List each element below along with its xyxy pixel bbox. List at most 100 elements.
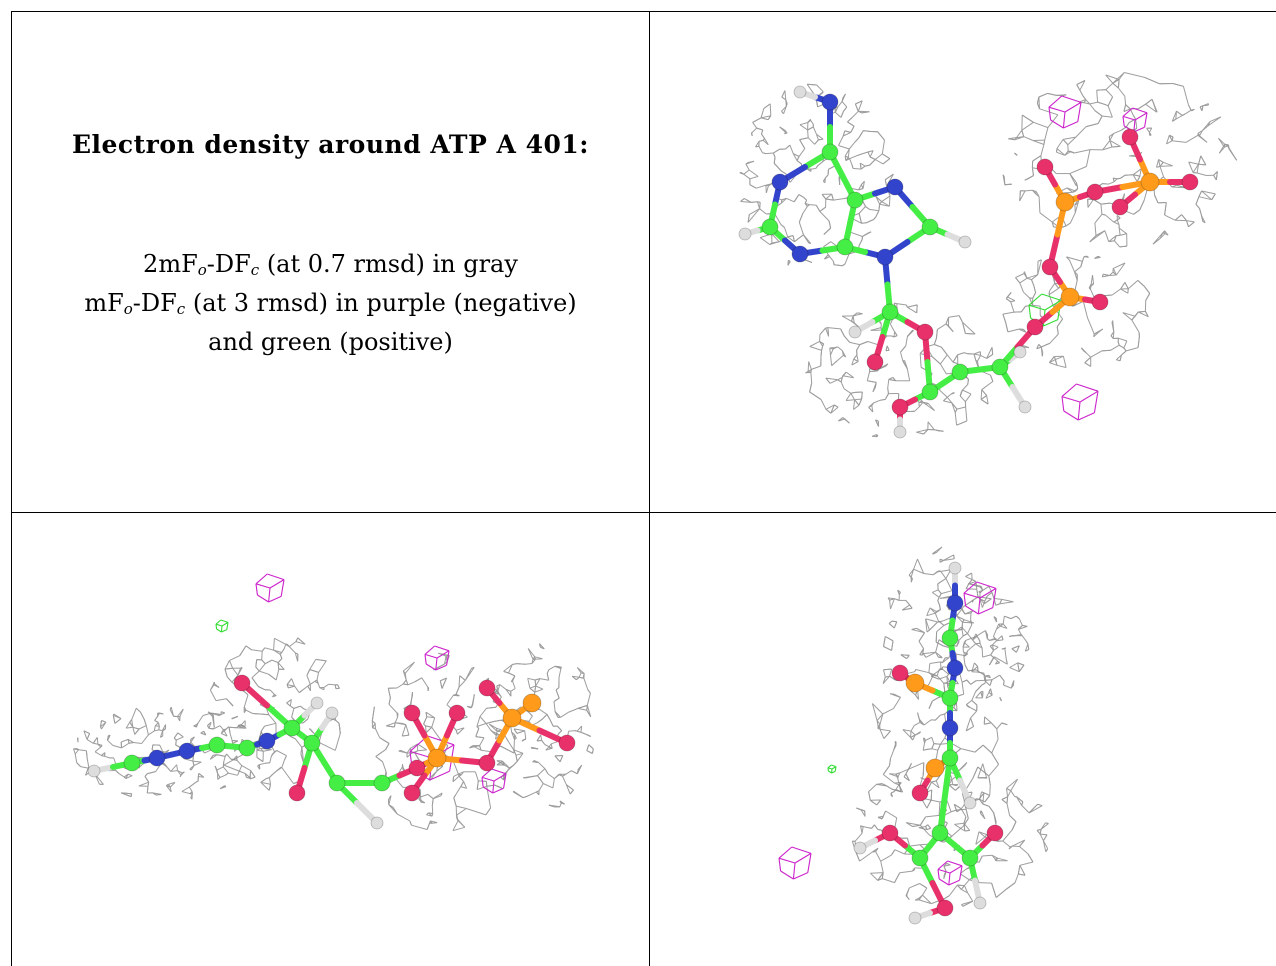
mesh-2fofc-adenine	[739, 83, 894, 267]
figure-grid-frame	[11, 11, 1276, 966]
atp-bottom-left-atom-carbon	[373, 774, 391, 792]
atp-bottom-left-atom-carbon	[208, 736, 226, 754]
atp-top-right-atom-oxygen	[1091, 293, 1109, 311]
atp-bottom-right-atom-hydrogen	[908, 911, 922, 925]
atp-bottom-left-atom-hydrogen	[87, 764, 101, 778]
legend-line-2fofc-sub-c: c	[250, 261, 260, 279]
atp-bottom-right-atom-hydrogen	[973, 896, 987, 910]
atp-bottom-left-atom-hydrogen	[325, 706, 339, 720]
atp-bottom-right-atom-nitrogen	[946, 659, 964, 677]
atp-top-right-atom-nitrogen	[821, 93, 839, 111]
mesh-negative-blob	[1122, 107, 1148, 133]
atp-top-right-atom-hydrogen	[848, 325, 862, 339]
atp-bottom-right-atom-phosphorus	[905, 673, 925, 693]
atp-top-right-atom-carbon	[821, 143, 839, 161]
atp-bottom-right-atom-oxygen	[936, 899, 954, 917]
mesh-2fofc-phosphate-b	[1002, 72, 1238, 248]
atp-bottom-left-atom-carbon	[238, 739, 256, 757]
legend-line-2fofc-b: -DF	[206, 250, 251, 278]
grid-divider-horizontal	[11, 512, 1276, 513]
atp-bottom-left-atom-phosphorus	[522, 693, 542, 713]
legend-line-2fofc-a: 2mF	[143, 250, 198, 278]
density-render-bottom-left	[73, 573, 594, 832]
atp-bottom-left-atom-nitrogen	[148, 749, 166, 767]
legend-line-fofc-a: mF	[84, 289, 124, 317]
legend-line-fofc: mFo-DFc (at 3 rmsd) in purple (negative)	[12, 284, 649, 323]
atp-top-right-atom-phosphorus	[1055, 192, 1075, 212]
atp-top-right-atom-oxygen	[1036, 158, 1054, 176]
atp-top-right-atom-oxygen	[891, 398, 909, 416]
atp-bottom-right-atom-oxygen	[881, 824, 899, 842]
atp-top-right-atom-hydrogen	[893, 425, 907, 439]
atp-bottom-left-atom-oxygen	[233, 674, 251, 692]
mesh-negative-blob	[963, 581, 997, 615]
legend-line-positive: and green (positive)	[208, 328, 453, 356]
atp-bottom-right-atom-hydrogen	[853, 841, 867, 855]
legend-line-fofc-sub-o: o	[123, 300, 133, 318]
atp-top-right-atom-nitrogen	[886, 178, 904, 196]
mesh-negative-blob	[937, 860, 963, 886]
atp-top-right-atom-hydrogen	[1018, 400, 1032, 414]
legend-line-fofc-sub-c: c	[176, 300, 186, 318]
atp-top-right-atom-carbon	[846, 191, 864, 209]
density-view-bottom-right	[650, 513, 1276, 966]
atp-top-right-atom-oxygen	[1026, 318, 1044, 336]
atp-bottom-left-atom-oxygen	[478, 679, 496, 697]
mesh-negative-blob	[424, 645, 450, 671]
atp-bottom-left-atom-nitrogen	[178, 742, 196, 760]
atp-top-right-atoms	[738, 85, 1199, 439]
atp-bottom-left-atom-oxygen	[403, 784, 421, 802]
atp-top-right-atom-phosphorus	[1060, 287, 1080, 307]
atp-bottom-right-atom-nitrogen	[946, 594, 964, 612]
figure-title: Electron density around ATP A 401:	[71, 130, 590, 159]
density-view-bottom-left	[12, 513, 649, 966]
atp-bottom-left-atom-oxygen	[478, 754, 496, 772]
mesh-negative-blob	[1061, 383, 1099, 421]
density-view-top-right	[650, 12, 1276, 512]
atp-bottom-right-atom-carbon	[931, 824, 949, 842]
atp-bottom-right-atom-oxygen	[986, 824, 1004, 842]
atp-bottom-right-atom-oxygen	[911, 784, 929, 802]
grid-divider-vertical	[649, 11, 650, 966]
atp-bottom-right-bonds	[857, 565, 998, 921]
atp-bottom-right-atom-phosphorus	[925, 758, 945, 778]
atp-bottom-right-atom-carbon	[941, 749, 959, 767]
atp-bottom-left-atom-phosphorus	[502, 708, 522, 728]
legend-line-2fofc-c: (at 0.7 rmsd) in gray	[259, 250, 518, 278]
legend-line-fofc-b: -DF	[132, 289, 177, 317]
atp-bottom-left-atom-phosphorus	[427, 748, 447, 768]
density-render-top-right	[738, 72, 1238, 439]
atp-bottom-left-atom-oxygen	[448, 704, 466, 722]
atp-bottom-right-atom-oxygen	[891, 664, 909, 682]
mesh-negative-blob	[1048, 95, 1082, 129]
mesh-negative-blob	[255, 573, 285, 603]
atp-bottom-left-atom-carbon	[328, 774, 346, 792]
atp-top-right-atom-phosphorus	[1140, 172, 1160, 192]
atp-top-right-atom-carbon	[991, 358, 1009, 376]
atp-bottom-left-atoms	[87, 674, 576, 830]
atp-bottom-left-atom-oxygen	[288, 784, 306, 802]
density-render-bottom-right	[778, 546, 1049, 925]
atp-top-right-atom-carbon	[921, 383, 939, 401]
legend-text: 2mFo-DFc (at 0.7 rmsd) in gray mFo-DFc (…	[12, 245, 649, 362]
atp-top-right-atom-hydrogen	[793, 85, 807, 99]
mesh-positive-blob	[827, 764, 837, 774]
atp-bottom-left-atom-hydrogen	[310, 696, 324, 710]
atp-top-right-atom-hydrogen	[738, 227, 752, 241]
atp-top-right-atom-carbon	[921, 218, 939, 236]
mesh-positive-blob	[215, 619, 229, 633]
atp-bottom-left-atom-oxygen	[408, 759, 426, 777]
mesh-2fofc-phosphate	[922, 583, 1030, 699]
atp-bottom-right-atom-carbon	[941, 629, 959, 647]
atp-top-right-atom-oxygen	[1111, 198, 1129, 216]
atp-bottom-left-atom-oxygen	[558, 734, 576, 752]
atp-top-right-atom-oxygen	[1086, 183, 1104, 201]
legend-cell: Electron density around ATP A 401: 2mFo-…	[12, 12, 649, 512]
atp-top-right-atom-hydrogen	[958, 235, 972, 249]
atp-bottom-right-atoms	[853, 561, 1004, 925]
atp-top-right-atom-carbon	[761, 218, 779, 236]
atp-bottom-right-atom-nitrogen	[941, 719, 959, 737]
mesh-negative-blob	[778, 846, 812, 880]
atp-bottom-left-atom-carbon	[283, 719, 301, 737]
atp-top-right-atom-oxygen	[866, 353, 884, 371]
